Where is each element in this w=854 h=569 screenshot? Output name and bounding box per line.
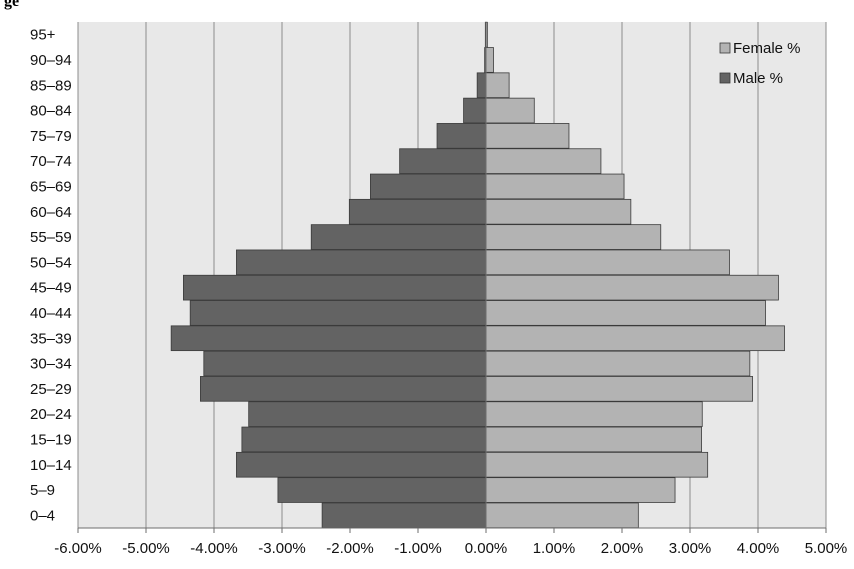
male-bar-50–54 — [236, 249, 487, 276]
category-label: 40–44 — [30, 305, 72, 322]
legend-label: Female % — [733, 40, 801, 57]
x-tick-label: -1.00% — [394, 540, 442, 557]
male-bar-20–24 — [248, 401, 487, 427]
axes — [77, 22, 827, 533]
category-label: 55–59 — [30, 229, 72, 246]
male-bar-35–39 — [170, 325, 487, 352]
female-bar-20–24 — [485, 401, 703, 427]
female-bar-30–34 — [485, 350, 751, 377]
female-bar-5–9 — [485, 477, 676, 503]
category-label: 80–84 — [30, 103, 72, 120]
x-tick-label: 3.00% — [669, 540, 712, 557]
category-label: 35–39 — [30, 330, 72, 347]
male-bar-65–69 — [369, 173, 487, 200]
category-label: 15–19 — [30, 431, 72, 448]
category-label: 95+ — [30, 27, 56, 44]
category-label: 5–9 — [30, 482, 55, 499]
category-label: 65–69 — [30, 178, 72, 195]
category-label: 90–94 — [30, 52, 72, 69]
male-bar-70–74 — [399, 148, 487, 174]
male-bar-15–19 — [241, 426, 487, 453]
female-bar-70–74 — [485, 148, 602, 174]
male-bar-30–34 — [203, 350, 487, 377]
female-bar-50–54 — [485, 249, 730, 276]
female-bar-45–49 — [485, 274, 779, 301]
bars-group — [170, 21, 785, 529]
female-bar-90–94 — [485, 47, 494, 73]
y-category-labels: 0–4 5–9 10–14 15–19 20–24 25–29 30–34 35–39 40–4… — [30, 27, 72, 525]
x-tick-label: 1.00% — [533, 540, 576, 557]
female-bar-15–19 — [485, 426, 702, 453]
x-tick-label: -5.00% — [122, 540, 170, 557]
male-bar-75–79 — [436, 123, 487, 149]
male-bar-80–84 — [463, 97, 487, 124]
male-bar-60–64 — [348, 198, 487, 225]
female-bar-10–14 — [485, 451, 709, 478]
female-bar-80–84 — [485, 97, 535, 124]
male-bar-25–29 — [199, 376, 487, 402]
male-bar-5–9 — [277, 477, 487, 503]
female-bar-85–89 — [485, 72, 510, 99]
x-tick-label: -6.00% — [54, 540, 102, 557]
female-bar-65–69 — [485, 173, 625, 200]
female-bar-60–64 — [485, 198, 632, 225]
female-bar-35–39 — [485, 325, 785, 352]
category-label: 70–74 — [30, 153, 72, 170]
category-label: 0–4 — [30, 507, 55, 524]
legend-label: Male % — [733, 70, 783, 87]
legend: Female % Male % — [719, 40, 801, 87]
category-label: 20–24 — [30, 406, 72, 423]
x-tick-label: 5.00% — [805, 540, 848, 557]
female-bar-25–29 — [485, 376, 753, 402]
legend-swatch-female — [719, 42, 731, 54]
category-label: 10–14 — [30, 457, 72, 474]
x-tick-label: -4.00% — [190, 540, 238, 557]
female-bar-0–4 — [485, 502, 639, 529]
male-bar-85–89 — [476, 72, 487, 99]
category-label: 60–64 — [30, 204, 72, 221]
male-bar-40–44 — [189, 300, 487, 326]
legend-swatch-male — [719, 72, 731, 84]
category-label: 85–89 — [30, 77, 72, 94]
x-tick-labels: -6.00% -5.00% -4.00% -3.00% -2.00% -1.00% 0.00… — [54, 540, 847, 557]
category-label: 75–79 — [30, 128, 72, 145]
category-label: 30–34 — [30, 356, 72, 373]
male-bar-0–4 — [321, 502, 487, 529]
male-bar-55–59 — [310, 224, 487, 250]
female-bar-40–44 — [485, 300, 766, 326]
male-bar-10–14 — [236, 451, 487, 478]
x-tick-label: 4.00% — [737, 540, 780, 557]
x-tick-label: 0.00% — [465, 540, 508, 557]
category-label: 45–49 — [30, 280, 72, 297]
x-tick-label: 2.00% — [601, 540, 644, 557]
female-bar-75–79 — [485, 123, 570, 149]
category-label: 50–54 — [30, 254, 72, 271]
x-tick-label: -3.00% — [258, 540, 306, 557]
category-label: 25–29 — [30, 381, 72, 398]
cropped-title-fragment: ge — [4, 0, 19, 10]
female-bar-55–59 — [485, 224, 662, 250]
male-bar-45–49 — [182, 274, 487, 301]
x-tick-label: -2.00% — [326, 540, 374, 557]
